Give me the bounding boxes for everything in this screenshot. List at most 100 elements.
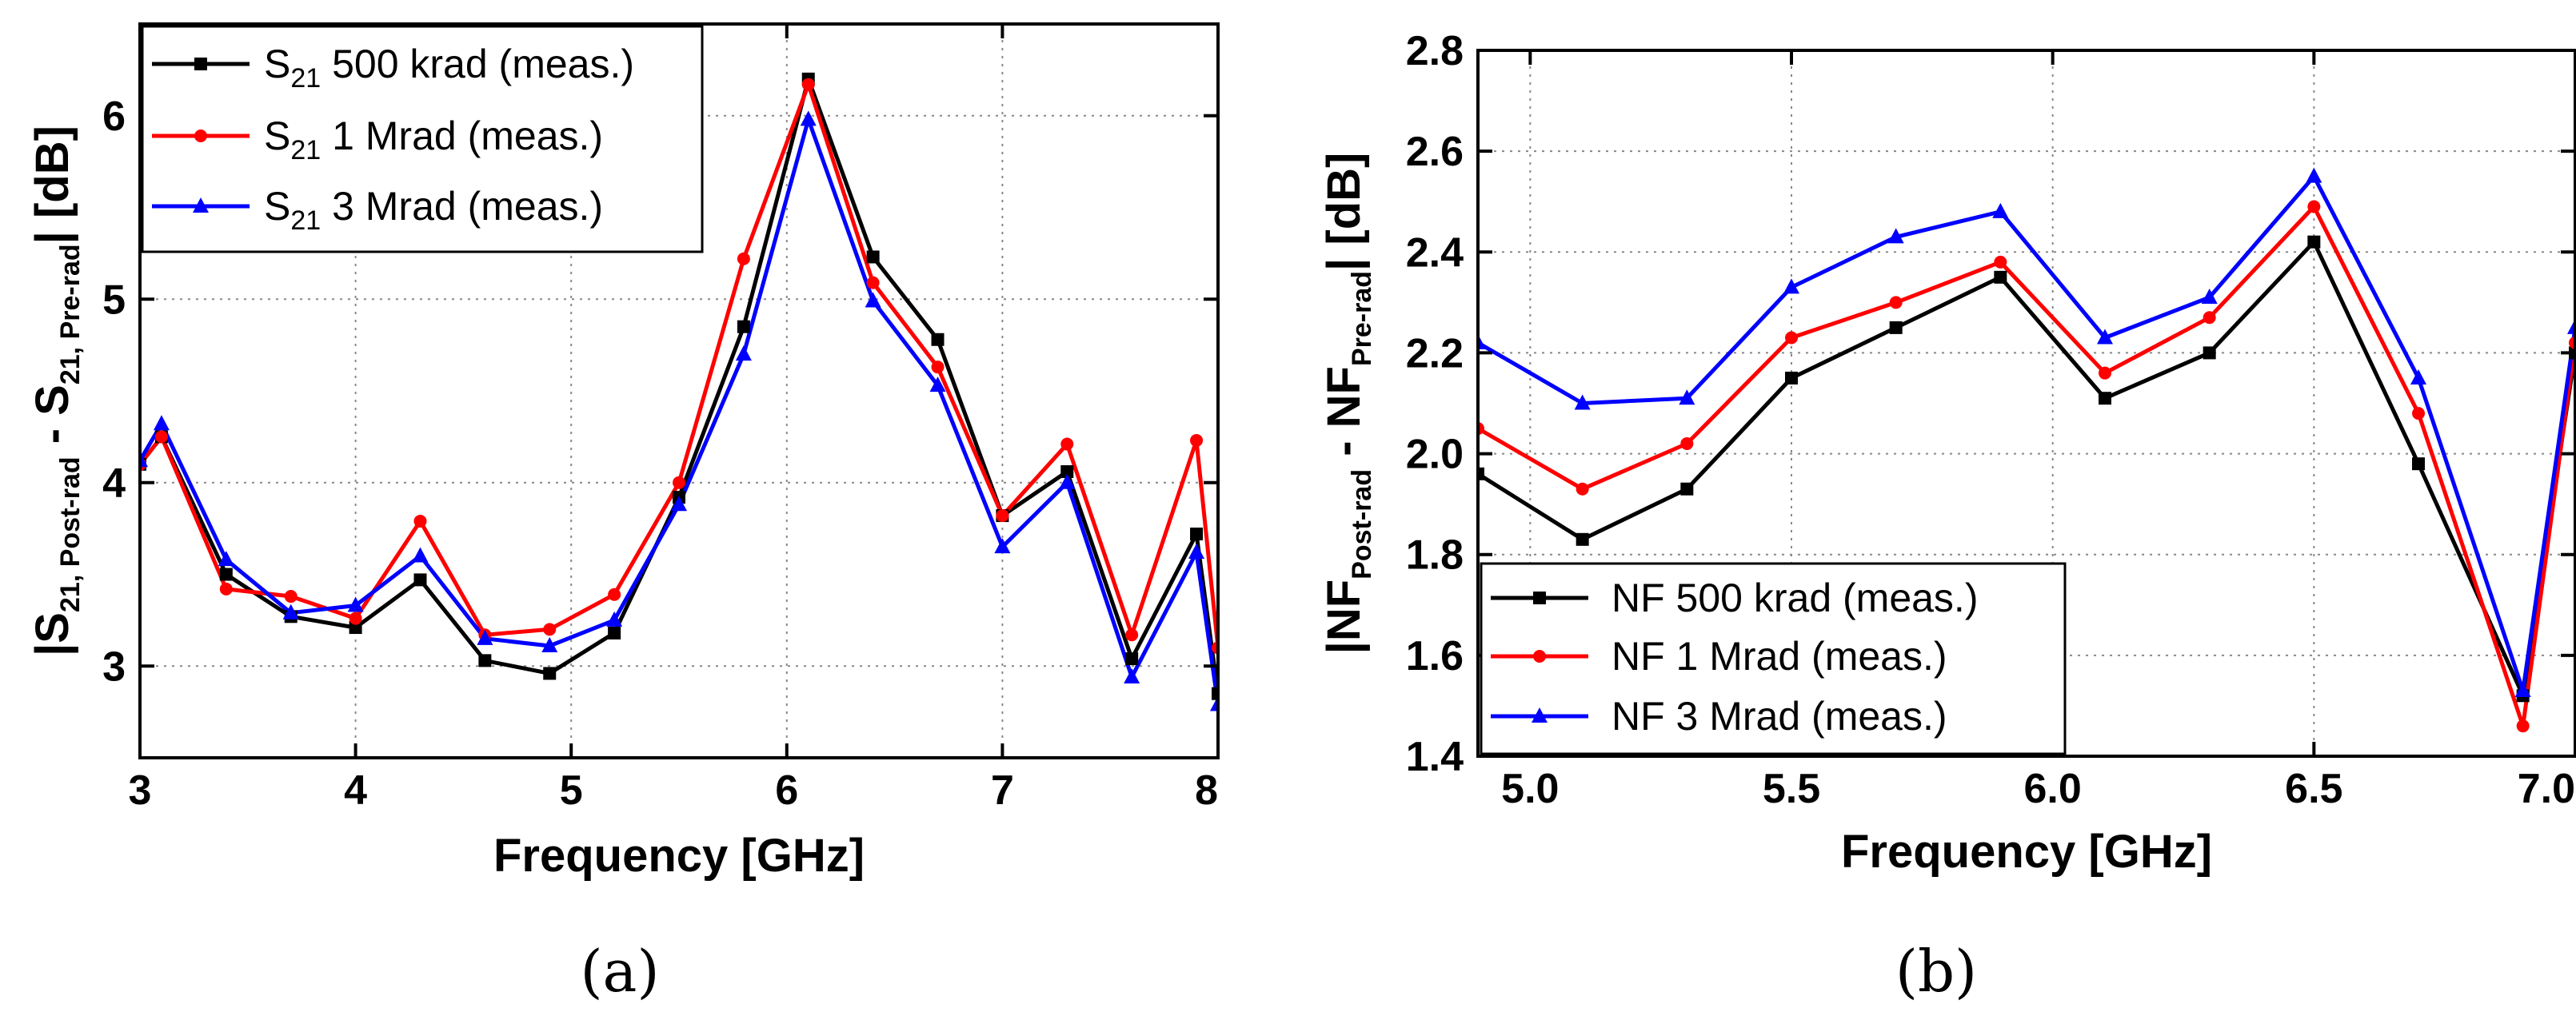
data-point-square — [2412, 457, 2425, 471]
data-point-triangle — [735, 345, 752, 361]
panel-caption: (a) — [580, 938, 659, 1005]
data-point-square — [2203, 346, 2216, 360]
data-point-triangle — [1992, 202, 2009, 218]
data-point-circle — [2099, 366, 2111, 380]
data-point-triangle — [1679, 389, 1695, 405]
legend-marker-square — [1533, 592, 1546, 604]
x-axis-label: Frequency [GHz] — [493, 830, 865, 882]
data-point-circle — [1576, 482, 1589, 496]
data-point-square — [1190, 528, 1204, 541]
data-point-circle — [349, 612, 362, 625]
y-tick-label: 2.2 — [1406, 330, 1464, 377]
data-point-square — [543, 667, 557, 680]
legend-label: S21 500 krad (meas.) — [264, 42, 634, 94]
data-point-triangle — [2410, 369, 2426, 384]
data-point-circle — [996, 509, 1009, 523]
data-point-square — [1889, 321, 1903, 334]
data-point-triangle — [865, 292, 881, 308]
legend: S21 500 krad (meas.) S21 1 Mrad (meas.) S2… — [141, 25, 704, 253]
plot-area — [140, 72, 1218, 711]
x-tick-label: 6.0 — [2024, 766, 2082, 812]
data-point-triangle — [1188, 543, 1205, 559]
data-point-square — [1576, 532, 1589, 546]
data-point-square — [1994, 270, 2007, 284]
y-tick-label: 6 — [102, 94, 126, 140]
legend-marker-triangle — [193, 197, 209, 213]
data-point-triangle — [1887, 228, 1904, 244]
data-point-triangle — [2306, 167, 2322, 183]
panel-caption: (b) — [1895, 938, 1977, 1005]
x-tick-label: 3 — [129, 767, 152, 814]
data-point-square — [931, 333, 945, 346]
legend-label: NF 500 krad (meas.) — [1611, 576, 1978, 620]
data-point-triangle — [282, 604, 299, 620]
data-point-triangle — [412, 547, 429, 563]
data-point-triangle — [1059, 473, 1076, 489]
x-axis-label: Frequency [GHz] — [1841, 826, 2212, 878]
y-tick-label: 4 — [102, 460, 126, 507]
data-point-square — [1060, 464, 1074, 478]
data-point-circle — [1680, 436, 1694, 450]
data-point-square — [349, 621, 362, 635]
series-line-3 — [1478, 174, 2575, 693]
data-point-circle — [1125, 628, 1139, 642]
data-point-triangle — [477, 629, 493, 645]
data-point-circle — [801, 78, 815, 91]
data-point-circle — [673, 476, 685, 489]
y-tick-label: 2.6 — [1406, 129, 1464, 175]
data-point-square — [1212, 687, 1218, 700]
legend-label: NF 1 Mrad (meas.) — [1611, 634, 1947, 679]
data-point-circle — [866, 276, 880, 289]
data-point-square — [2099, 392, 2111, 405]
data-point-square — [737, 320, 750, 333]
data-point-circle — [2203, 311, 2216, 325]
data-point-circle — [931, 361, 945, 374]
data-point-triangle — [153, 415, 170, 431]
x-tick-label: 5 — [560, 767, 583, 814]
data-point-circle — [1785, 331, 1798, 345]
data-point-circle — [1060, 437, 1074, 451]
data-point-triangle — [994, 538, 1011, 554]
plot-area — [1478, 167, 2575, 733]
data-point-circle — [737, 252, 750, 265]
axes-frame — [138, 22, 1220, 759]
grid — [1478, 50, 2575, 756]
data-point-triangle — [800, 110, 817, 126]
data-point-square — [1125, 652, 1139, 666]
data-point-square — [219, 568, 233, 581]
x-tick-label: 7.0 — [2518, 766, 2575, 812]
legend-box — [1480, 562, 2067, 755]
x-tick-label: 6 — [775, 767, 798, 814]
data-point-triangle — [2567, 318, 2575, 334]
data-point-square — [2307, 235, 2321, 249]
data-point-triangle — [1574, 394, 1591, 410]
y-axis-label: |S21, Post-rad - S21, Pre-rad| [dB] — [26, 126, 86, 656]
legend: NF 500 krad (meas.) NF 1 Mrad (meas.) NF 3… — [1480, 562, 2067, 755]
data-point-square — [1680, 482, 1694, 496]
data-point-circle — [154, 430, 168, 444]
legend-marker-circle — [194, 129, 207, 142]
x-tick-label: 7 — [991, 767, 1014, 814]
legend-label: S21 3 Mrad (meas.) — [264, 184, 603, 236]
y-tick-label: 2.8 — [1406, 28, 1464, 74]
data-point-triangle — [671, 496, 687, 512]
data-point-circle — [2307, 200, 2321, 213]
x-tick-label: 4 — [344, 767, 367, 814]
series-line-1 — [1478, 240, 2575, 698]
data-point-triangle — [1783, 278, 1799, 294]
data-point-square — [866, 250, 880, 264]
data-point-circle — [2412, 407, 2425, 420]
data-point-triangle — [218, 551, 234, 567]
data-point-triangle — [1124, 668, 1140, 684]
legend-label: S21 1 Mrad (meas.) — [264, 114, 603, 165]
data-point-triangle — [140, 452, 148, 468]
data-point-circle — [2516, 719, 2530, 733]
data-point-circle — [1190, 433, 1204, 447]
data-point-triangle — [2097, 329, 2113, 345]
x-tick-label: 5.5 — [1763, 766, 1820, 812]
chart-b: 5.0 5.5 6.0 6.5 7.0 1.4 1.6 1.8 2.0 2.2 2.4 2.6 2.8 F… — [1318, 28, 2576, 1005]
y-tick-label: 1.6 — [1406, 633, 1464, 679]
data-point-square — [608, 626, 621, 639]
series-line-2 — [1478, 205, 2575, 728]
data-point-triangle — [541, 637, 558, 653]
